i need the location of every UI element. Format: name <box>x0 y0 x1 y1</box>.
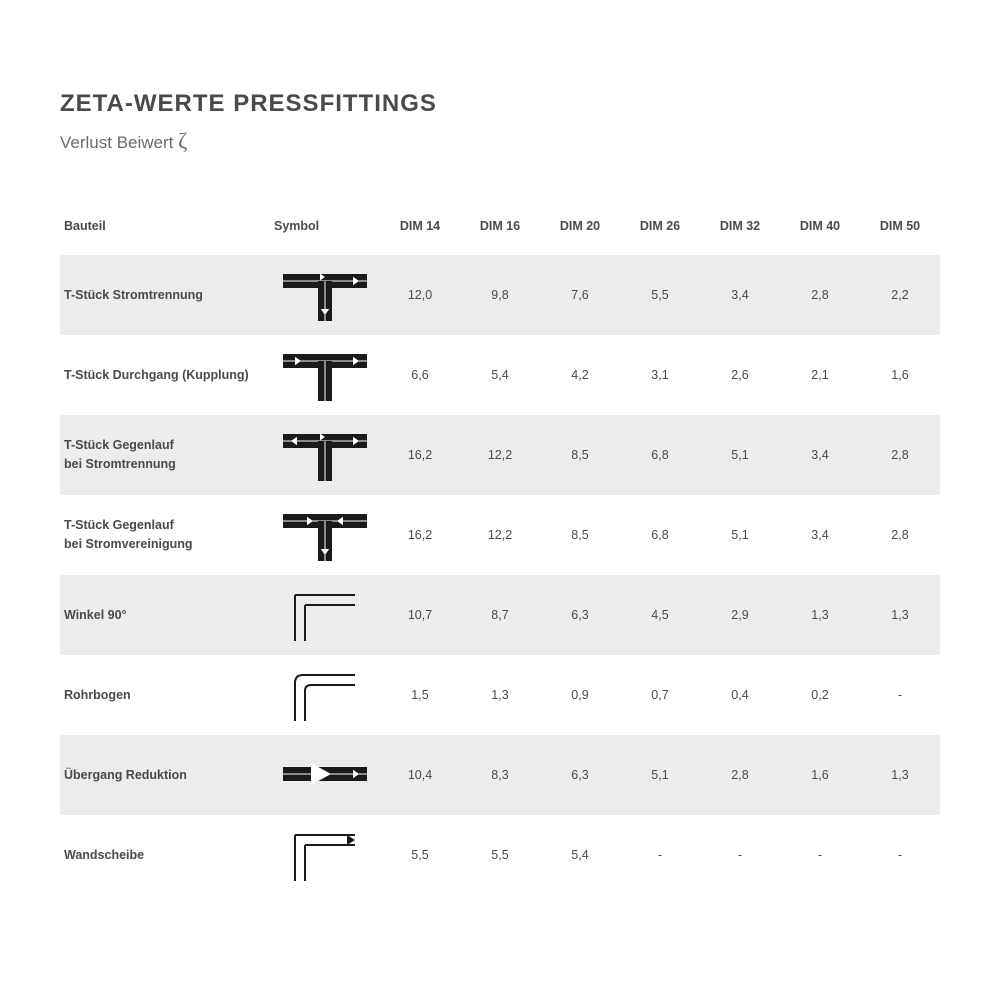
fitting-symbol-icon <box>270 575 380 655</box>
row-label: Rohrbogen <box>60 655 270 735</box>
cell-value: 2,8 <box>860 415 940 495</box>
cell-value: 6,8 <box>620 415 700 495</box>
cell-value: 5,4 <box>460 335 540 415</box>
cell-value: 1,6 <box>780 735 860 815</box>
table-row: T-Stück Gegenlaufbei Stromvereinigung 16… <box>60 495 940 575</box>
table-row: Übergang Reduktion 10,48,36,35,12,81,61,… <box>60 735 940 815</box>
cell-value: 3,4 <box>780 415 860 495</box>
cell-value: 5,1 <box>700 415 780 495</box>
cell-value: - <box>860 815 940 895</box>
table-row: T-Stück Gegenlaufbei Stromtrennung 16,21… <box>60 415 940 495</box>
col-dim40: DIM 40 <box>780 209 860 255</box>
cell-value: 1,6 <box>860 335 940 415</box>
cell-value: 4,2 <box>540 335 620 415</box>
cell-value: 10,4 <box>380 735 460 815</box>
cell-value: 5,1 <box>620 735 700 815</box>
row-label: T-Stück Gegenlaufbei Stromtrennung <box>60 415 270 495</box>
cell-value: 1,3 <box>460 655 540 735</box>
cell-value: 8,3 <box>460 735 540 815</box>
cell-value: 6,3 <box>540 575 620 655</box>
col-dim16: DIM 16 <box>460 209 540 255</box>
fitting-symbol-icon <box>270 495 380 575</box>
cell-value: 2,2 <box>860 255 940 335</box>
col-dim50: DIM 50 <box>860 209 940 255</box>
table-row: Winkel 90° 10,78,76,34,52,91,31,3 <box>60 575 940 655</box>
row-label: Übergang Reduktion <box>60 735 270 815</box>
zeta-symbol: ζ <box>178 128 187 153</box>
cell-value: 12,2 <box>460 415 540 495</box>
table-row: Rohrbogen 1,51,30,90,70,40,2- <box>60 655 940 735</box>
cell-value: 0,7 <box>620 655 700 735</box>
cell-value: 12,0 <box>380 255 460 335</box>
col-symbol: Symbol <box>270 209 380 255</box>
zeta-table: Bauteil Symbol DIM 14 DIM 16 DIM 20 DIM … <box>60 209 940 895</box>
cell-value: 6,6 <box>380 335 460 415</box>
fitting-symbol-icon <box>270 335 380 415</box>
fitting-symbol-icon <box>270 415 380 495</box>
subtitle-prefix: Verlust Beiwert <box>60 133 178 152</box>
col-dim26: DIM 26 <box>620 209 700 255</box>
cell-value: 5,5 <box>460 815 540 895</box>
row-label: T-Stück Gegenlaufbei Stromvereinigung <box>60 495 270 575</box>
cell-value: 12,2 <box>460 495 540 575</box>
cell-value: 0,2 <box>780 655 860 735</box>
cell-value: 16,2 <box>380 495 460 575</box>
table-row: T-Stück Durchgang (Kupplung) 6,65,44,23,… <box>60 335 940 415</box>
fitting-symbol-icon <box>270 815 380 895</box>
cell-value: 5,5 <box>620 255 700 335</box>
cell-value: 2,6 <box>700 335 780 415</box>
cell-value: 2,1 <box>780 335 860 415</box>
cell-value: 16,2 <box>380 415 460 495</box>
cell-value: 0,9 <box>540 655 620 735</box>
fitting-symbol-icon <box>270 655 380 735</box>
cell-value: - <box>860 655 940 735</box>
cell-value: 7,6 <box>540 255 620 335</box>
row-label: T-Stück Durchgang (Kupplung) <box>60 335 270 415</box>
cell-value: 8,5 <box>540 415 620 495</box>
cell-value: 8,7 <box>460 575 540 655</box>
cell-value: 3,1 <box>620 335 700 415</box>
cell-value: 4,5 <box>620 575 700 655</box>
cell-value: - <box>700 815 780 895</box>
col-dim14: DIM 14 <box>380 209 460 255</box>
cell-value: 1,5 <box>380 655 460 735</box>
cell-value: 6,8 <box>620 495 700 575</box>
col-dim20: DIM 20 <box>540 209 620 255</box>
table-row: Wandscheibe 5,55,55,4---- <box>60 815 940 895</box>
cell-value: 10,7 <box>380 575 460 655</box>
cell-value: 5,1 <box>700 495 780 575</box>
cell-value: 2,9 <box>700 575 780 655</box>
col-bauteil: Bauteil <box>60 209 270 255</box>
page-title: ZETA-WERTE PRESSFITTINGS <box>60 90 940 118</box>
cell-value: 1,3 <box>860 575 940 655</box>
cell-value: 9,8 <box>460 255 540 335</box>
cell-value: 1,3 <box>780 575 860 655</box>
row-label: Wandscheibe <box>60 815 270 895</box>
cell-value: 5,4 <box>540 815 620 895</box>
cell-value: 6,3 <box>540 735 620 815</box>
cell-value: - <box>780 815 860 895</box>
col-dim32: DIM 32 <box>700 209 780 255</box>
cell-value: 3,4 <box>780 495 860 575</box>
fitting-symbol-icon <box>270 255 380 335</box>
row-label: T-Stück Stromtrennung <box>60 255 270 335</box>
cell-value: 3,4 <box>700 255 780 335</box>
cell-value: 2,8 <box>700 735 780 815</box>
cell-value: 8,5 <box>540 495 620 575</box>
cell-value: 5,5 <box>380 815 460 895</box>
fitting-symbol-icon <box>270 735 380 815</box>
cell-value: 2,8 <box>860 495 940 575</box>
cell-value: 1,3 <box>860 735 940 815</box>
table-row: T-Stück Stromtrennung 12,09,87,65,53,42,… <box>60 255 940 335</box>
table-header-row: Bauteil Symbol DIM 14 DIM 16 DIM 20 DIM … <box>60 209 940 255</box>
row-label: Winkel 90° <box>60 575 270 655</box>
page-subtitle: Verlust Beiwert ζ <box>60 128 940 154</box>
cell-value: - <box>620 815 700 895</box>
cell-value: 0,4 <box>700 655 780 735</box>
cell-value: 2,8 <box>780 255 860 335</box>
